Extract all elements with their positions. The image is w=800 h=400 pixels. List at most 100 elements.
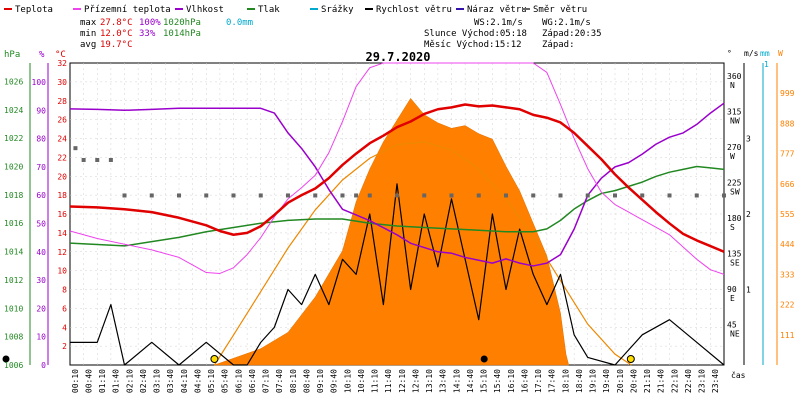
tick-c: 6	[62, 304, 67, 313]
tick-c: 32	[57, 59, 67, 68]
humidity-line	[69, 102, 725, 267]
tick-hpa: 1024	[4, 106, 23, 115]
stat-min-label: min	[80, 29, 96, 39]
wind-direction-point	[531, 193, 536, 198]
tick-time: 11:40	[384, 369, 393, 393]
stat-wind-speed: WS:2.1m/s	[474, 18, 523, 28]
tick-time: 04:10	[180, 369, 189, 393]
tick-c: 14	[57, 229, 67, 238]
tick-time: 06:10	[234, 369, 243, 393]
stat-avg-label: avg	[80, 40, 96, 50]
tick-c: 28	[57, 97, 67, 106]
tick-time: 10:40	[357, 369, 366, 393]
tick-pct: 60	[36, 191, 46, 200]
stat-max-label: max	[80, 18, 97, 28]
stat-min-hum: 33%	[139, 29, 156, 39]
tick-dir-degrees: 270	[727, 143, 742, 152]
tick-time: 05:40	[221, 369, 230, 393]
tick-hpa: 1018	[4, 191, 23, 200]
tick-dir-degrees: 180	[727, 214, 742, 223]
tick-c: 22	[57, 153, 67, 162]
tick-time: 11:10	[371, 369, 380, 393]
wind-direction-point	[504, 193, 508, 198]
tick-time: 17:40	[548, 369, 557, 393]
tick-c: 26	[57, 116, 67, 125]
tick-pct: 10	[36, 333, 46, 342]
tick-time: 12:10	[398, 369, 407, 393]
tick-ms: 3	[746, 135, 751, 144]
tick-time: 01:40	[112, 369, 121, 393]
tick-time: 18:10	[561, 369, 570, 393]
tick-hpa: 1012	[4, 276, 23, 285]
wind-direction-point	[476, 193, 481, 198]
moon-marker	[2, 355, 10, 363]
tick-c: 16	[57, 210, 67, 219]
tick-time: 07:10	[262, 369, 271, 393]
tick-dir-compass: N	[730, 81, 735, 90]
tick-c: 30	[57, 78, 67, 87]
tick-time: 15:40	[493, 369, 502, 393]
wind-direction-point	[122, 193, 127, 198]
tick-time: 03:10	[153, 369, 162, 393]
tick-c: 20	[57, 172, 67, 181]
tick-hpa: 1020	[4, 163, 23, 172]
stat-wind-gust: WG:2.1m/s	[542, 18, 591, 28]
moonrise-marker	[480, 355, 488, 363]
tick-w: 444	[780, 240, 795, 249]
chart-title: 29.7.2020	[365, 50, 430, 64]
tick-dir-degrees: 315	[727, 108, 742, 117]
tick-time: 00:40	[84, 369, 93, 393]
wind-direction-point	[395, 193, 399, 198]
wind-direction-point	[694, 193, 699, 198]
tick-c: 4	[62, 323, 67, 332]
tick-time: 13:40	[439, 369, 448, 393]
tick-time: 04:40	[193, 369, 202, 393]
tick-dir-degrees: 135	[727, 250, 742, 259]
tick-dir-compass: W	[730, 152, 735, 161]
tick-time: 03:40	[166, 369, 175, 393]
stat-max-press: 1020hPa	[163, 18, 201, 28]
tick-dir-degrees: 225	[727, 179, 742, 188]
tick-time: 10:10	[343, 369, 352, 393]
tick-c: 2	[62, 342, 67, 351]
wind-speed-line	[70, 183, 725, 366]
wind-direction-point	[722, 193, 726, 198]
axis-unit-mm: mm	[760, 49, 770, 58]
axis-unit-w: W	[778, 49, 783, 58]
tick-time: 15:10	[480, 369, 489, 393]
temperature-line	[69, 103, 725, 253]
tick-ms: 2	[746, 210, 751, 219]
tick-c: 24	[57, 135, 67, 144]
pressure-line	[69, 165, 725, 247]
stat-avg-temp: 19.7°C	[100, 40, 133, 50]
wind-direction-point	[95, 157, 100, 162]
wind-direction-point	[204, 193, 209, 198]
tick-dir-degrees: 90	[727, 285, 737, 294]
tick-time: 00:10	[71, 369, 80, 393]
wind-direction-point	[81, 157, 86, 162]
ground-temperature-line	[69, 62, 725, 275]
stat-max-hum: 100%	[139, 18, 161, 28]
tick-time: 06:40	[248, 369, 257, 393]
tick-w: 555	[780, 210, 795, 219]
wind-direction-point	[108, 157, 113, 162]
solar-model-line	[213, 141, 632, 366]
tick-pct: 70	[36, 163, 46, 172]
legend-label: Rychlost větru	[376, 5, 452, 15]
tick-pct: 50	[36, 219, 46, 228]
stat-rain: 0.0mm	[226, 18, 253, 28]
wind-direction-point	[585, 193, 590, 198]
tick-pct: 100	[32, 78, 47, 87]
legend-label: Tlak	[258, 5, 280, 15]
tick-hpa: 1026	[4, 77, 23, 86]
legend-label: Vlhkost	[186, 5, 224, 15]
tick-dir-compass: S	[730, 223, 735, 232]
tick-w: 333	[780, 270, 795, 279]
tick-time: 16:40	[520, 369, 529, 393]
wind-direction-point	[354, 193, 359, 198]
tick-pct: 90	[36, 106, 46, 115]
wind-direction-point	[613, 193, 617, 198]
stat-sunset: Západ:20:35	[542, 29, 602, 39]
tick-time: 21:40	[657, 369, 666, 393]
